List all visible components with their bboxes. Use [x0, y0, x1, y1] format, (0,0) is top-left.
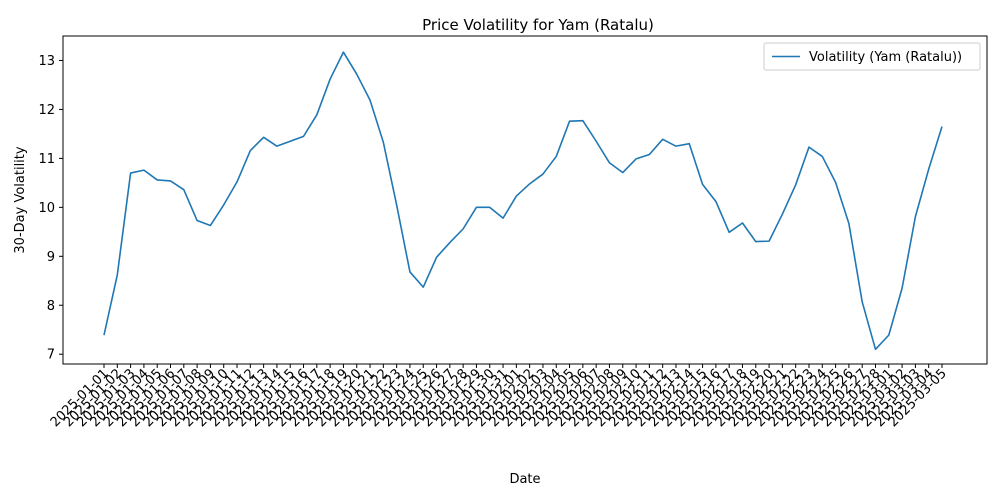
x-axis: 2025-01-012025-01-022025-01-032025-01-04…: [48, 364, 950, 430]
x-axis-label: Date: [509, 472, 540, 487]
y-tick-label: 7: [47, 348, 55, 363]
y-tick-label: 8: [47, 299, 55, 314]
y-axis: 7 8 9 10 11 12 13: [38, 54, 63, 363]
y-tick-label: 11: [38, 152, 55, 167]
legend-box: [763, 42, 981, 71]
plot-frame: [62, 35, 988, 365]
y-axis-label: 30-Day Volatility: [13, 146, 28, 253]
y-tick-label: 10: [38, 201, 55, 216]
y-tick-label: 9: [47, 250, 55, 265]
series-line-volatility: [103, 51, 943, 351]
legend: Volatility (Yam (Ratalu)): [763, 42, 981, 71]
legend-entry: Volatility (Yam (Ratalu)): [809, 50, 962, 65]
y-tick-label: 13: [38, 54, 55, 69]
y-tick-label: 12: [38, 103, 55, 118]
series-layer: [103, 51, 943, 351]
plot-area: [62, 35, 988, 365]
chart-title: Price Volatility for Yam (Ratalu): [422, 16, 654, 34]
